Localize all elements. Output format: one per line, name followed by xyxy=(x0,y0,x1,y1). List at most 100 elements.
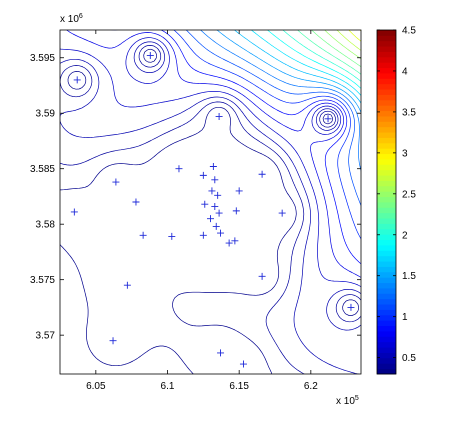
station-marker xyxy=(73,76,81,84)
contour-level-1 xyxy=(60,45,361,374)
contour-level-4 xyxy=(66,30,361,278)
colorbar-strip xyxy=(377,341,396,348)
colorbar-strip xyxy=(377,196,396,203)
colorbar-strip xyxy=(377,137,396,144)
colorbar-strip xyxy=(377,142,396,149)
station-marker xyxy=(209,162,217,170)
contour-level-9 xyxy=(216,30,361,114)
colorbar-strip xyxy=(377,207,396,214)
contour-level-3 xyxy=(60,37,361,288)
colorbar-strip xyxy=(377,169,396,176)
station-marker xyxy=(109,337,117,345)
colorbar-strip xyxy=(377,293,396,300)
station-marker xyxy=(211,176,219,184)
colorbar-strip xyxy=(377,175,396,181)
colorbar-strip xyxy=(377,277,396,284)
colorbar-strip xyxy=(377,180,396,187)
colorbar-strip xyxy=(377,336,396,343)
colorbar-strip xyxy=(377,83,396,90)
colorbar-strip xyxy=(377,159,396,165)
colorbar-strip xyxy=(377,212,396,219)
contour-level-5 xyxy=(110,30,361,265)
colorbar-tick-label: 0.5 xyxy=(402,353,416,364)
colorbar-tick-label: 4 xyxy=(402,66,408,77)
colorbar-frame xyxy=(376,29,397,375)
colorbar-strip xyxy=(377,320,396,327)
station-marker xyxy=(201,200,209,208)
colorbar-tick-label: 2.5 xyxy=(402,189,416,200)
colorbar-tick-label: 1.5 xyxy=(402,271,416,282)
colorbar-strip xyxy=(377,78,396,85)
station-marker xyxy=(324,115,332,123)
station-marker xyxy=(70,208,78,216)
colorbar-strip xyxy=(377,298,396,305)
colorbar-strip xyxy=(377,121,396,128)
station-marker xyxy=(211,202,219,210)
station-marker xyxy=(239,360,247,368)
x-exponent-label: x 105 xyxy=(336,395,359,407)
colorbar-strip xyxy=(377,51,396,58)
x-tick-label: 6.2 xyxy=(304,381,318,392)
station-marker xyxy=(278,209,286,217)
y-tick-label: 3.57 xyxy=(36,331,56,342)
colorbar-strip xyxy=(377,67,396,74)
contour-level-7 xyxy=(185,30,361,207)
contour-level-17 xyxy=(336,30,361,51)
contour-level-6 xyxy=(173,30,361,240)
x-axis: 6.05 6.1 6.15 6.2 xyxy=(86,30,318,392)
station-markers xyxy=(70,52,355,368)
colorbar-strip xyxy=(377,331,396,337)
station-marker xyxy=(112,178,120,186)
station-marker xyxy=(214,191,222,199)
colorbar-ticks: 0.5 1 1.5 2 2.5 3 3.5 4 4.5 xyxy=(377,26,416,364)
colorbar-strip xyxy=(377,46,396,52)
colorbar-strip xyxy=(377,363,396,370)
colorbar-strip xyxy=(377,73,396,79)
contour-level-12 xyxy=(266,30,361,89)
colorbar-strip xyxy=(377,62,396,69)
colorbar-strip xyxy=(377,368,396,375)
station-marker xyxy=(215,113,223,121)
station-marker xyxy=(258,170,266,178)
station-marker xyxy=(258,272,266,280)
contour-level-0 xyxy=(60,48,359,374)
station-marker xyxy=(132,198,140,206)
contour-level-14 xyxy=(297,30,361,75)
colorbar-strip xyxy=(377,255,396,262)
colorbar-strip xyxy=(377,357,396,364)
colorbar-strip xyxy=(377,56,396,63)
colorbar-strip xyxy=(377,347,396,353)
colorbar-strip xyxy=(377,116,396,122)
station-marker xyxy=(215,209,223,217)
station-marker xyxy=(231,237,239,245)
colorbar-strip xyxy=(377,126,396,133)
colorbar-strip xyxy=(377,30,396,36)
contour-level-2 xyxy=(60,41,361,374)
colorbar-tick-label: 4.5 xyxy=(402,26,416,37)
colorbar-strip xyxy=(377,314,396,321)
y-tick-label: 3.58 xyxy=(36,220,56,231)
contour-level-11 xyxy=(250,30,361,97)
colorbar-strip xyxy=(377,105,396,112)
colorbar-strip xyxy=(377,223,396,230)
station-marker xyxy=(217,349,225,357)
colorbar-strip xyxy=(377,266,396,273)
colorbar-strip xyxy=(377,288,396,294)
colorbar-tick-label: 3 xyxy=(402,148,408,159)
station-marker xyxy=(199,171,207,179)
plot-frame xyxy=(59,29,362,375)
y-tick-label: 3.59 xyxy=(36,109,56,120)
colorbar-strip xyxy=(377,250,396,257)
colorbar-strip xyxy=(377,94,396,101)
station-marker xyxy=(225,239,233,247)
colorbar-strip xyxy=(377,202,396,208)
colorbar: 0.5 1 1.5 2 2.5 3 3.5 4 4.5 xyxy=(376,26,416,375)
contour-level-18 xyxy=(348,30,361,42)
colorbar-strip xyxy=(377,148,396,155)
x-tick-label: 6.15 xyxy=(229,381,249,392)
colorbar-strip xyxy=(377,132,396,138)
colorbar-strip xyxy=(377,245,396,251)
x-tick-label: 6.1 xyxy=(161,381,175,392)
colorbar-strip xyxy=(377,261,396,267)
